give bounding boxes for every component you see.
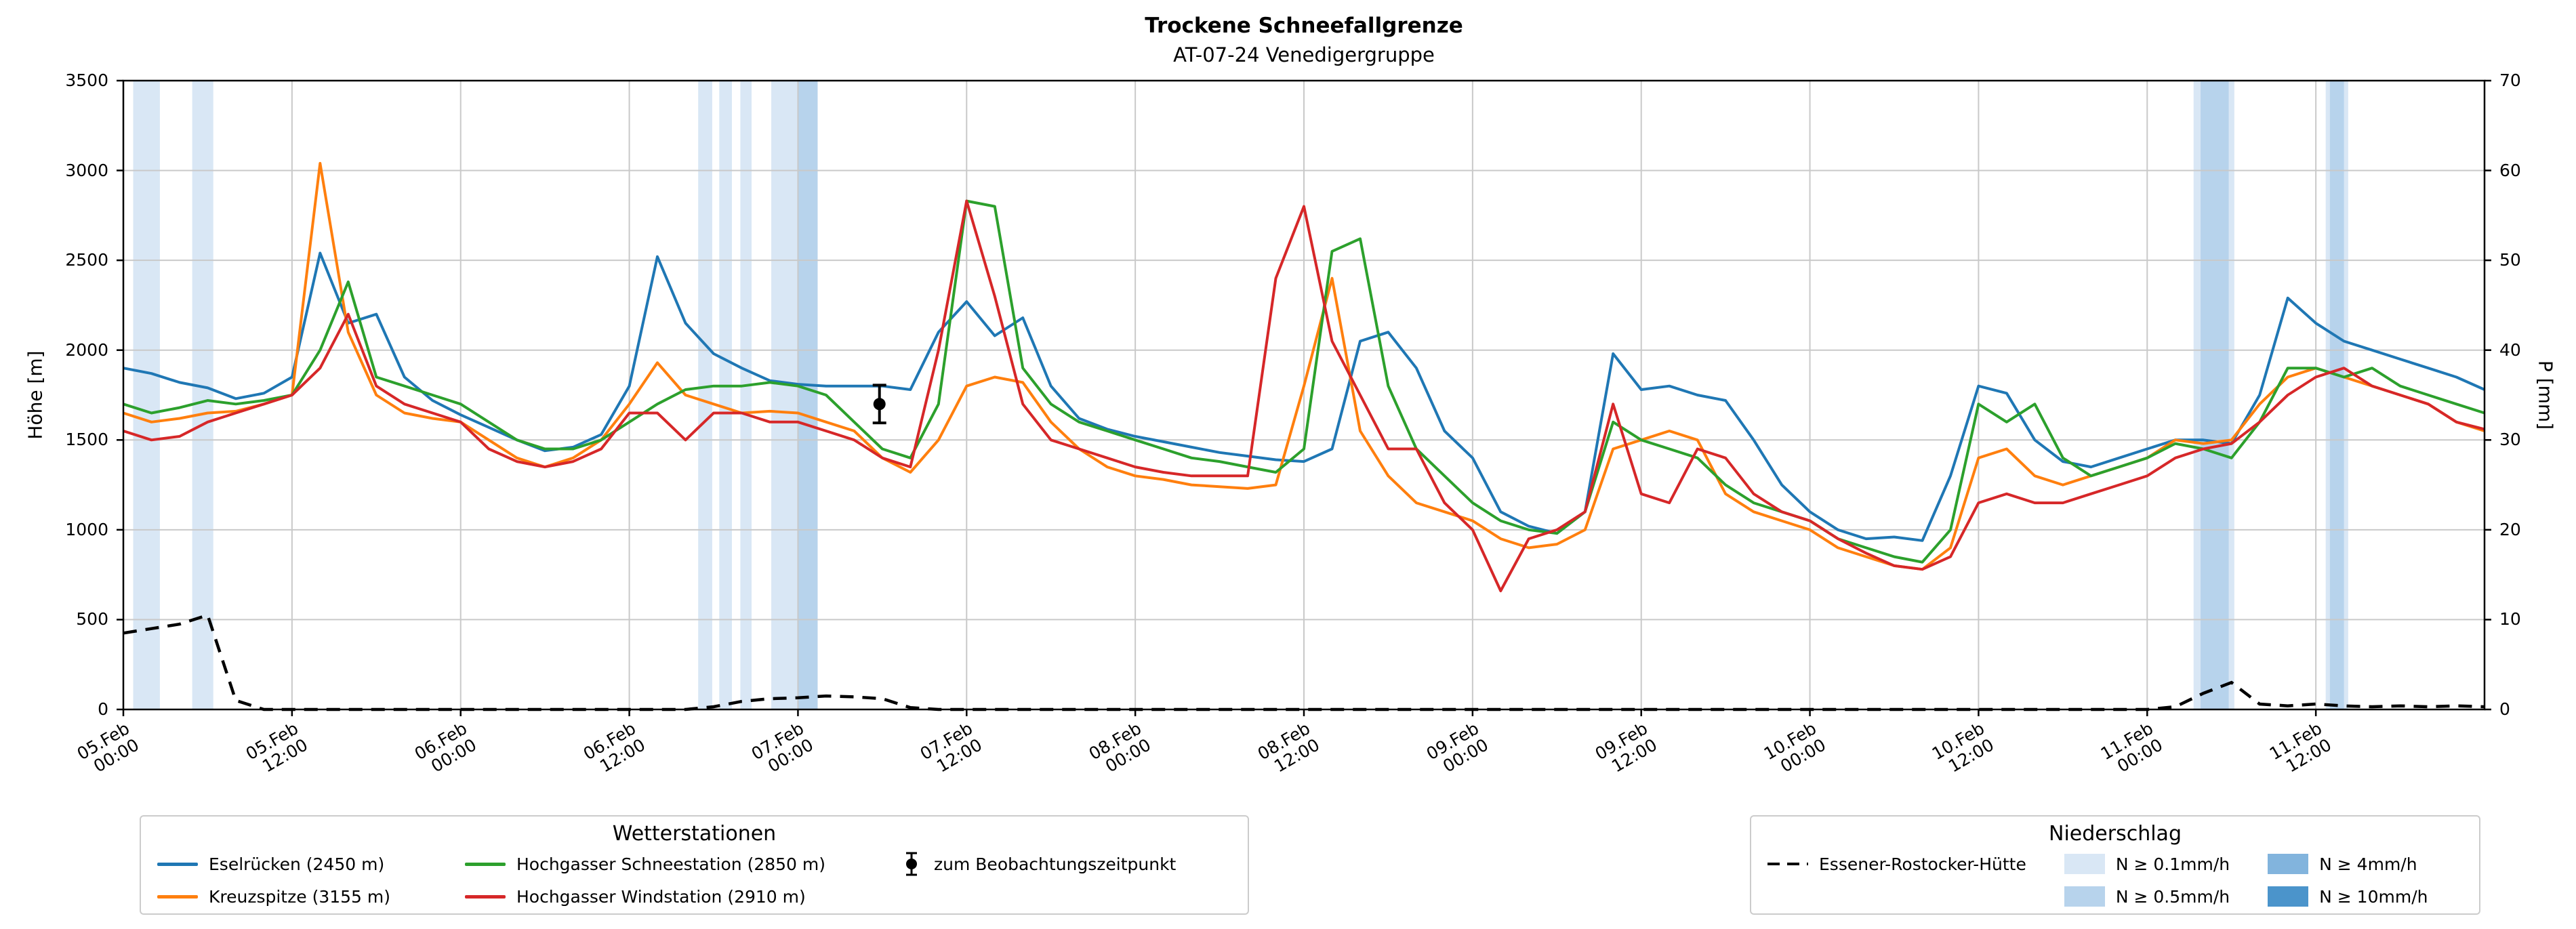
patch-sample-icon	[2268, 886, 2309, 907]
legend-entry: Hochgasser Schneestation (2850 m)	[465, 849, 825, 879]
line-sample-icon	[157, 862, 198, 866]
y-tick-label-left: 2000	[65, 339, 108, 360]
x-tick-label: 07.Feb 12:00	[917, 718, 986, 777]
legend-title: Wetterstationen	[612, 822, 777, 846]
legend-entry: Hochgasser Windstation (2910 m)	[465, 882, 825, 911]
precip-intensity-span	[719, 81, 732, 709]
y-tick-label-right: 70	[2499, 70, 2521, 90]
x-tick-label: 10.Feb 12:00	[1929, 718, 1998, 777]
x-tick-label: 11.Feb 00:00	[2098, 718, 2167, 777]
x-tick-label: 09.Feb 00:00	[1423, 718, 1492, 777]
line-sample-icon	[465, 862, 506, 866]
y-tick-label-left: 0	[98, 699, 108, 719]
legend-entry: zum Beobachtungszeitpunkt	[900, 849, 1176, 879]
legend-label: N ≥ 4mm/h	[2319, 854, 2417, 874]
x-tick-label: 10.Feb 00:00	[1760, 718, 1829, 777]
legend-label: Essener-Rostocker-Hütte	[1819, 854, 2026, 874]
legend-entry: N ≥ 0.5mm/h	[2064, 882, 2230, 911]
legend-title: Niederschlag	[2049, 822, 2182, 846]
legend-label: Hochgasser Windstation (2910 m)	[516, 886, 806, 907]
observation-marker	[873, 398, 886, 411]
legend-wetterstationen: Wetterstationen Eselrücken (2450 m) Kreuz…	[140, 815, 1249, 915]
legend-label: Kreuzspitze (3155 m)	[209, 886, 390, 907]
series-line	[123, 199, 2485, 592]
x-tick-label: 06.Feb 00:00	[411, 718, 480, 777]
y-tick-label-left: 500	[76, 609, 108, 629]
legend-label: Hochgasser Schneestation (2850 m)	[516, 854, 826, 874]
y-tick-label-right: 40	[2499, 339, 2521, 360]
y-tick-label-left: 3000	[65, 160, 108, 180]
y-axis-label-right: P [mm]	[2534, 360, 2557, 430]
y-tick-label-right: 50	[2499, 250, 2521, 270]
legend-entry: Essener-Rostocker-Hütte	[1767, 849, 2026, 879]
precip-intensity-span	[2329, 81, 2344, 709]
dashed-line-sample-icon	[1767, 863, 1808, 865]
precip-intensity-span	[740, 81, 752, 709]
legend-entry: Kreuzspitze (3155 m)	[157, 882, 390, 911]
y-tick-label-right: 60	[2499, 160, 2521, 180]
series-line	[123, 199, 2485, 564]
line-sample-icon	[465, 894, 506, 899]
patch-sample-icon	[2064, 886, 2105, 907]
patch-sample-icon	[2268, 854, 2309, 874]
y-tick-label-left: 1500	[65, 430, 108, 450]
y-tick-label-right: 10	[2499, 609, 2521, 629]
x-tick-label: 07.Feb 00:00	[748, 718, 817, 777]
precip-intensity-span	[798, 81, 818, 709]
x-tick-label: 11.Feb 12:00	[2266, 718, 2335, 777]
y-tick-label-left: 3500	[65, 70, 108, 90]
legend-entry: Eselrücken (2450 m)	[157, 849, 390, 879]
precip-intensity-span	[698, 81, 712, 709]
line-sample-icon	[157, 894, 198, 899]
chart-title: Trockene Schneefallgrenze	[1145, 14, 1463, 38]
legend-niederschlag: Niederschlag Essener-Rostocker-Hütte N ≥ …	[1750, 815, 2480, 915]
legend-entry: N ≥ 10mm/h	[2268, 882, 2428, 911]
legend-label: N ≥ 10mm/h	[2319, 886, 2428, 907]
legend-label: zum Beobachtungszeitpunkt	[934, 854, 1177, 874]
precip-intensity-span	[2201, 81, 2229, 709]
errorbar-marker-icon	[900, 850, 923, 878]
x-tick-label: 06.Feb 12:00	[579, 718, 649, 777]
plot-area	[117, 79, 2491, 716]
x-tick-label: 08.Feb 12:00	[1254, 718, 1323, 777]
legend-label: Eselrücken (2450 m)	[209, 854, 385, 874]
x-tick-label: 08.Feb 00:00	[1085, 718, 1155, 777]
y-tick-label-right: 30	[2499, 430, 2521, 450]
y-tick-label-right: 0	[2499, 699, 2510, 719]
x-tick-label: 05.Feb 00:00	[73, 718, 142, 777]
patch-sample-icon	[2064, 854, 2105, 874]
y-tick-label-right: 20	[2499, 519, 2521, 539]
legend-label: N ≥ 0.5mm/h	[2115, 886, 2230, 907]
y-tick-label-left: 1000	[65, 519, 108, 539]
x-tick-label: 09.Feb 12:00	[1591, 718, 1660, 777]
x-tick-label: 05.Feb 12:00	[242, 718, 311, 777]
legend-entry: N ≥ 0.1mm/h	[2064, 849, 2230, 879]
precip-intensity-span	[192, 81, 213, 709]
y-tick-label-left: 2500	[65, 250, 108, 270]
y-axis-label-left: Höhe [m]	[24, 350, 47, 440]
precip-intensity-span	[133, 81, 160, 709]
legend-label: N ≥ 0.1mm/h	[2115, 854, 2230, 874]
chart-subtitle: AT-07-24 Venedigergruppe	[1173, 43, 1435, 66]
legend-entry: N ≥ 4mm/h	[2268, 849, 2428, 879]
